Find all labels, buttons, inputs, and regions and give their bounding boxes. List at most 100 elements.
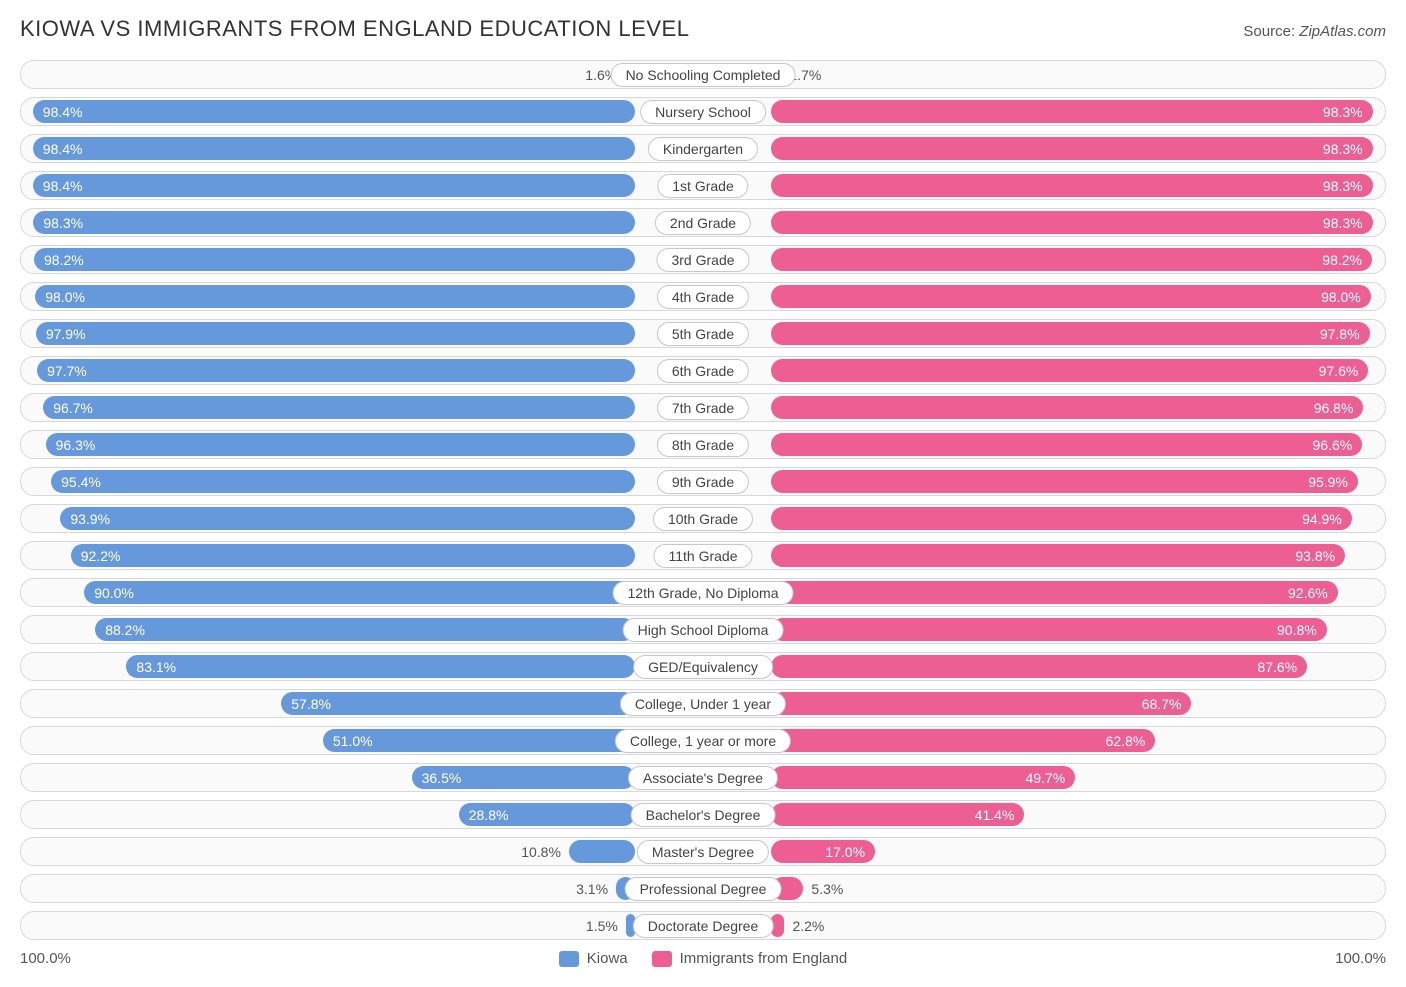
value-left: 96.7% (43, 400, 93, 416)
diverging-bar-chart: 1.6%1.7%No Schooling Completed 98.4% 98.3%… (20, 60, 1386, 940)
category-label: 1st Grade (657, 174, 748, 198)
bar-left (34, 248, 635, 271)
category-label: 2nd Grade (655, 211, 751, 235)
chart-row: 1.5% 2.2% Doctorate Degree (20, 911, 1386, 940)
bar-left (37, 359, 635, 382)
axis-left-max: 100.0% (20, 950, 71, 967)
category-label: Doctorate Degree (633, 914, 774, 938)
value-right: 98.3% (1323, 104, 1373, 120)
half-left: 92.2% (23, 542, 635, 569)
chart-row: 97.9%97.8%5th Grade (20, 319, 1386, 348)
half-right: 98.3% (771, 135, 1383, 162)
half-left: 98.4% (23, 172, 635, 199)
legend-item-left: Kiowa (559, 950, 628, 967)
bar-right (771, 137, 1373, 160)
chart-row: 93.9%94.9%10th Grade (20, 504, 1386, 533)
chart-row: 98.0% 98.0% 4th Grade (20, 282, 1386, 311)
value-right: 94.9% (1302, 511, 1352, 527)
value-right: 87.6% (1257, 659, 1307, 675)
chart-row: 96.3%96.6%8th Grade (20, 430, 1386, 459)
value-left: 96.3% (46, 437, 96, 453)
source-name: ZipAtlas.com (1299, 23, 1386, 40)
category-label: 4th Grade (657, 285, 749, 309)
bar-left (569, 840, 635, 863)
chart-row: 92.2%93.8%11th Grade (20, 541, 1386, 570)
chart-row: 1.6%1.7%No Schooling Completed (20, 60, 1386, 89)
bar-left (126, 655, 635, 678)
half-left: 36.5% (23, 764, 635, 791)
value-left: 95.4% (51, 474, 101, 490)
half-right: 90.8% (771, 616, 1383, 643)
half-right: 94.9% (771, 505, 1383, 532)
chart-row: 83.1%87.6%GED/Equivalency (20, 652, 1386, 681)
value-left: 36.5% (412, 770, 462, 786)
value-right: 49.7% (1025, 770, 1075, 786)
half-left: 98.3% (23, 209, 635, 236)
category-label: 3rd Grade (656, 248, 749, 272)
value-right: 2.2% (784, 918, 824, 934)
value-left: 51.0% (323, 733, 373, 749)
bar-left (71, 544, 635, 567)
bar-right (771, 618, 1327, 641)
value-left: 97.9% (36, 326, 86, 342)
half-right: 98.0% (771, 283, 1383, 310)
half-right: 1.7% (771, 61, 1383, 88)
half-right: 96.6% (771, 431, 1383, 458)
value-right: 98.0% (1321, 289, 1371, 305)
half-left: 97.7% (23, 357, 635, 384)
category-label: 9th Grade (657, 470, 749, 494)
value-right: 93.8% (1295, 548, 1345, 564)
bar-left (33, 100, 635, 123)
bar-left (33, 137, 635, 160)
category-label: GED/Equivalency (633, 655, 773, 679)
half-right: 95.9% (771, 468, 1383, 495)
chart-row: 90.0%92.6%12th Grade, No Diploma (20, 578, 1386, 607)
half-right: 98.3% (771, 172, 1383, 199)
category-label: 7th Grade (657, 396, 749, 420)
half-right: 93.8% (771, 542, 1383, 569)
chart-row: 95.4% 95.9% 9th Grade (20, 467, 1386, 496)
half-right: 49.7% (771, 764, 1383, 791)
value-right: 41.4% (975, 807, 1025, 823)
value-left: 98.2% (34, 252, 84, 268)
bar-right (771, 692, 1191, 715)
bar-left (46, 433, 635, 456)
bar-right (771, 433, 1362, 456)
chart-row: 10.8%17.0%Master's Degree (20, 837, 1386, 866)
value-right: 68.7% (1142, 696, 1192, 712)
bar-left (281, 692, 635, 715)
bar-right (771, 322, 1370, 345)
half-left: 96.3% (23, 431, 635, 458)
category-label: No Schooling Completed (611, 63, 796, 87)
chart-row: 96.7%96.8%7th Grade (20, 393, 1386, 422)
category-label: Nursery School (640, 100, 766, 124)
chart-row: 98.4%98.3%Nursery School (20, 97, 1386, 126)
value-left: 1.5% (586, 918, 626, 934)
value-left: 28.8% (459, 807, 509, 823)
category-label: High School Diploma (623, 618, 784, 642)
half-right: 97.6% (771, 357, 1383, 384)
chart-row: 51.0%62.8%College, 1 year or more (20, 726, 1386, 755)
category-label: Master's Degree (637, 840, 769, 864)
value-left: 92.2% (71, 548, 121, 564)
value-left: 93.9% (60, 511, 110, 527)
half-left: 96.7% (23, 394, 635, 421)
legend-swatch-right (652, 951, 672, 967)
chart-header: KIOWA VS IMMIGRANTS FROM ENGLAND EDUCATI… (20, 16, 1386, 42)
value-left: 98.0% (35, 289, 85, 305)
value-right: 5.3% (803, 881, 843, 897)
legend-row: 100.0% Kiowa Immigrants from England 100… (20, 950, 1386, 967)
bar-right (771, 174, 1373, 197)
half-left: 97.9% (23, 320, 635, 347)
axis-right-max: 100.0% (1335, 950, 1386, 967)
half-left: 90.0% (23, 579, 635, 606)
chart-row: 36.5%49.7%Associate's Degree (20, 763, 1386, 792)
bar-right (771, 470, 1358, 493)
legend-center: Kiowa Immigrants from England (559, 950, 847, 967)
half-left: 93.9% (23, 505, 635, 532)
value-left: 98.4% (33, 178, 83, 194)
bar-right (771, 507, 1352, 530)
half-left: 3.1% (23, 875, 635, 902)
half-left: 88.2% (23, 616, 635, 643)
bar-right (771, 248, 1372, 271)
